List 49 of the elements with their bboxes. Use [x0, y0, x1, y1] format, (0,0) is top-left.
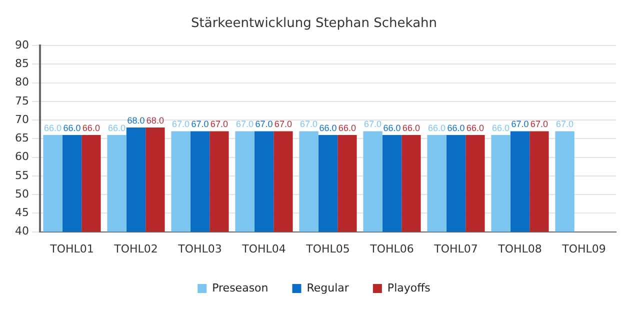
x-tick-label: TOHL04: [241, 242, 286, 256]
x-tick-label: TOHL05: [305, 242, 350, 256]
y-tick-label: 60: [14, 150, 29, 164]
data-label: 66.0: [82, 122, 100, 133]
data-label: 67.0: [210, 119, 228, 130]
x-tick-label: TOHL08: [497, 242, 542, 256]
data-label: 66.0: [383, 122, 401, 133]
y-tick-label: 55: [14, 168, 29, 182]
data-label: 68.0: [127, 116, 145, 126]
y-tick-label: 85: [14, 57, 29, 70]
data-label: 66.0: [44, 122, 62, 133]
data-label: 66.0: [428, 122, 446, 133]
x-tick-label: TOHL06: [369, 242, 414, 256]
legend-label: Playoffs: [387, 281, 431, 294]
legend-label: Regular: [306, 281, 350, 294]
y-tick-label: 65: [14, 132, 29, 145]
data-label: 66.0: [466, 122, 484, 133]
data-label: 67.0: [172, 119, 190, 130]
data-label: 68.0: [146, 116, 164, 126]
data-label: 66.0: [108, 122, 126, 133]
y-tick-label: 80: [14, 76, 29, 89]
data-label: 66.0: [63, 122, 81, 133]
data-label: 67.0: [300, 119, 318, 130]
y-tick-label: 90: [14, 38, 29, 52]
y-tick-label: 70: [14, 112, 29, 126]
chart-title: Stärkeentwicklung Stephan Schekahn: [190, 16, 438, 32]
data-label: 67.0: [511, 119, 529, 130]
data-label: 67.0: [191, 119, 209, 130]
x-tick-label: TOHL09: [561, 242, 606, 256]
data-label: 67.0: [236, 119, 254, 130]
data-label: 67.0: [364, 119, 382, 130]
y-tick-label: 50: [14, 187, 29, 200]
data-label: 66.0: [319, 122, 337, 133]
x-tick-label: TOHL07: [433, 242, 478, 256]
y-tick-label: 45: [14, 206, 29, 220]
data-label: 66.0: [338, 122, 356, 133]
data-label: 67.0: [274, 119, 292, 130]
y-tick-label: 75: [14, 94, 29, 108]
legend-label: Preseason: [212, 281, 268, 294]
y-tick-label: 40: [14, 224, 29, 238]
data-label: 67.0: [556, 119, 574, 130]
data-label: 66.0: [402, 122, 420, 133]
x-tick-label: TOHL01: [49, 242, 94, 256]
x-tick-label: TOHL02: [113, 242, 158, 256]
data-label: 66.0: [447, 122, 465, 133]
x-tick-label: TOHL03: [177, 242, 222, 256]
data-label: 67.0: [530, 119, 548, 130]
data-label: 66.0: [492, 122, 510, 133]
data-label: 67.0: [255, 119, 273, 130]
